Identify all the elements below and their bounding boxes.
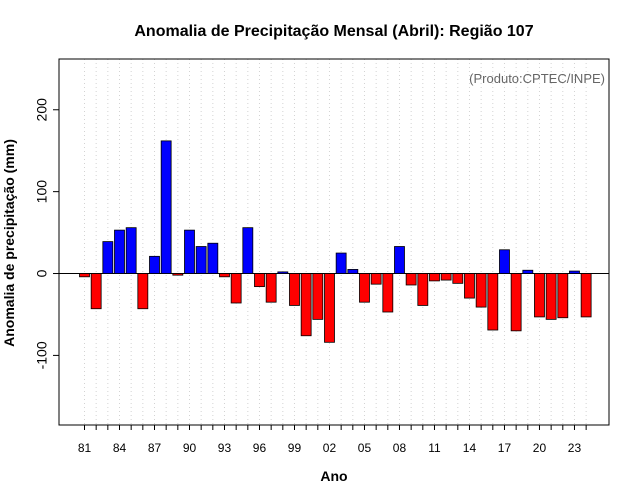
x-tick-label-2011: 11 xyxy=(428,441,441,455)
x-tick-label-1999: 99 xyxy=(288,441,302,455)
bar-2006 xyxy=(370,273,382,285)
y-axis-title: Anomalia de precipitação (mm) xyxy=(1,139,17,347)
bar-1983 xyxy=(102,241,114,274)
x-axis-title: Ano xyxy=(320,468,347,484)
source-annotation: (Produto:CPTEC/INPE) xyxy=(469,71,605,86)
bar-2005 xyxy=(359,273,370,303)
y-tick-label: -100 xyxy=(34,341,50,369)
bar-1994 xyxy=(230,273,242,304)
x-tick-label-2008: 08 xyxy=(393,441,407,455)
bar-2015 xyxy=(475,273,487,308)
chart-title: Anomalia de Precipitação Mensal (Abril):… xyxy=(134,23,533,40)
bar-2003 xyxy=(335,252,347,274)
bar-2022 xyxy=(557,273,569,319)
bar-2010 xyxy=(417,273,429,306)
bar-2000 xyxy=(300,273,312,337)
y-axis: -100 0 100 200 xyxy=(34,98,59,369)
bar-2019 xyxy=(522,269,534,274)
bar-2007 xyxy=(382,273,394,313)
bar-2023 xyxy=(569,270,580,274)
bar-2024 xyxy=(580,273,592,318)
bar-2001 xyxy=(312,273,324,320)
bar-2013 xyxy=(452,273,464,284)
bar-2004 xyxy=(347,269,359,274)
y-tick-label: 100 xyxy=(34,180,50,204)
grid-lines xyxy=(84,59,587,425)
x-tick-label-2017: 17 xyxy=(498,441,512,455)
bar-2011 xyxy=(429,273,440,282)
x-tick-label-1981: 81 xyxy=(78,441,92,455)
bars xyxy=(79,140,592,343)
plot-frame xyxy=(58,58,610,426)
bar-2009 xyxy=(405,273,417,286)
bar-2008 xyxy=(394,246,405,274)
bar-1988 xyxy=(160,140,172,274)
y-tick-label: 0 xyxy=(34,269,50,277)
x-tick-label-1987: 87 xyxy=(148,441,162,455)
x-tick-label-2014: 14 xyxy=(463,441,477,455)
bar-1981 xyxy=(79,273,90,278)
bar-2018 xyxy=(510,273,522,332)
bar-1998 xyxy=(277,271,289,274)
bar-2021 xyxy=(545,273,557,320)
x-axis: 81 84 87 90 93 96 99 02 05 08 11 14 17 20 23 xyxy=(78,425,587,455)
x-tick-label-2020: 20 xyxy=(533,441,547,455)
x-tick-label-1990: 90 xyxy=(183,441,197,455)
bar-1997 xyxy=(265,273,277,303)
bar-2014 xyxy=(464,273,475,299)
bar-1993 xyxy=(219,273,230,278)
x-tick-label-1984: 84 xyxy=(113,441,127,455)
x-tick-label-2002: 02 xyxy=(323,441,337,455)
bar-1985 xyxy=(125,227,137,274)
bar-1992 xyxy=(207,242,219,274)
bar-1990 xyxy=(184,229,195,274)
x-tick-label-1993: 93 xyxy=(218,441,232,455)
bar-2017 xyxy=(499,249,510,274)
x-tick-label-1996: 96 xyxy=(253,441,267,455)
bar-2020 xyxy=(534,273,545,318)
bar-1996 xyxy=(254,273,265,288)
bar-2016 xyxy=(487,273,499,331)
bar-1984 xyxy=(114,229,125,274)
y-tick-label: 200 xyxy=(34,98,50,122)
bar-1989 xyxy=(172,273,184,276)
bar-1982 xyxy=(90,273,102,310)
x-tick-label-2023: 23 xyxy=(568,441,582,455)
bar-1995 xyxy=(242,227,254,274)
bar-2002 xyxy=(324,273,335,343)
bar-1991 xyxy=(195,246,207,274)
bar-2012 xyxy=(440,273,452,281)
bar-1986 xyxy=(137,273,149,310)
bar-1999 xyxy=(289,273,300,306)
bar-1987 xyxy=(149,255,160,274)
x-tick-label-2005: 05 xyxy=(358,441,372,455)
